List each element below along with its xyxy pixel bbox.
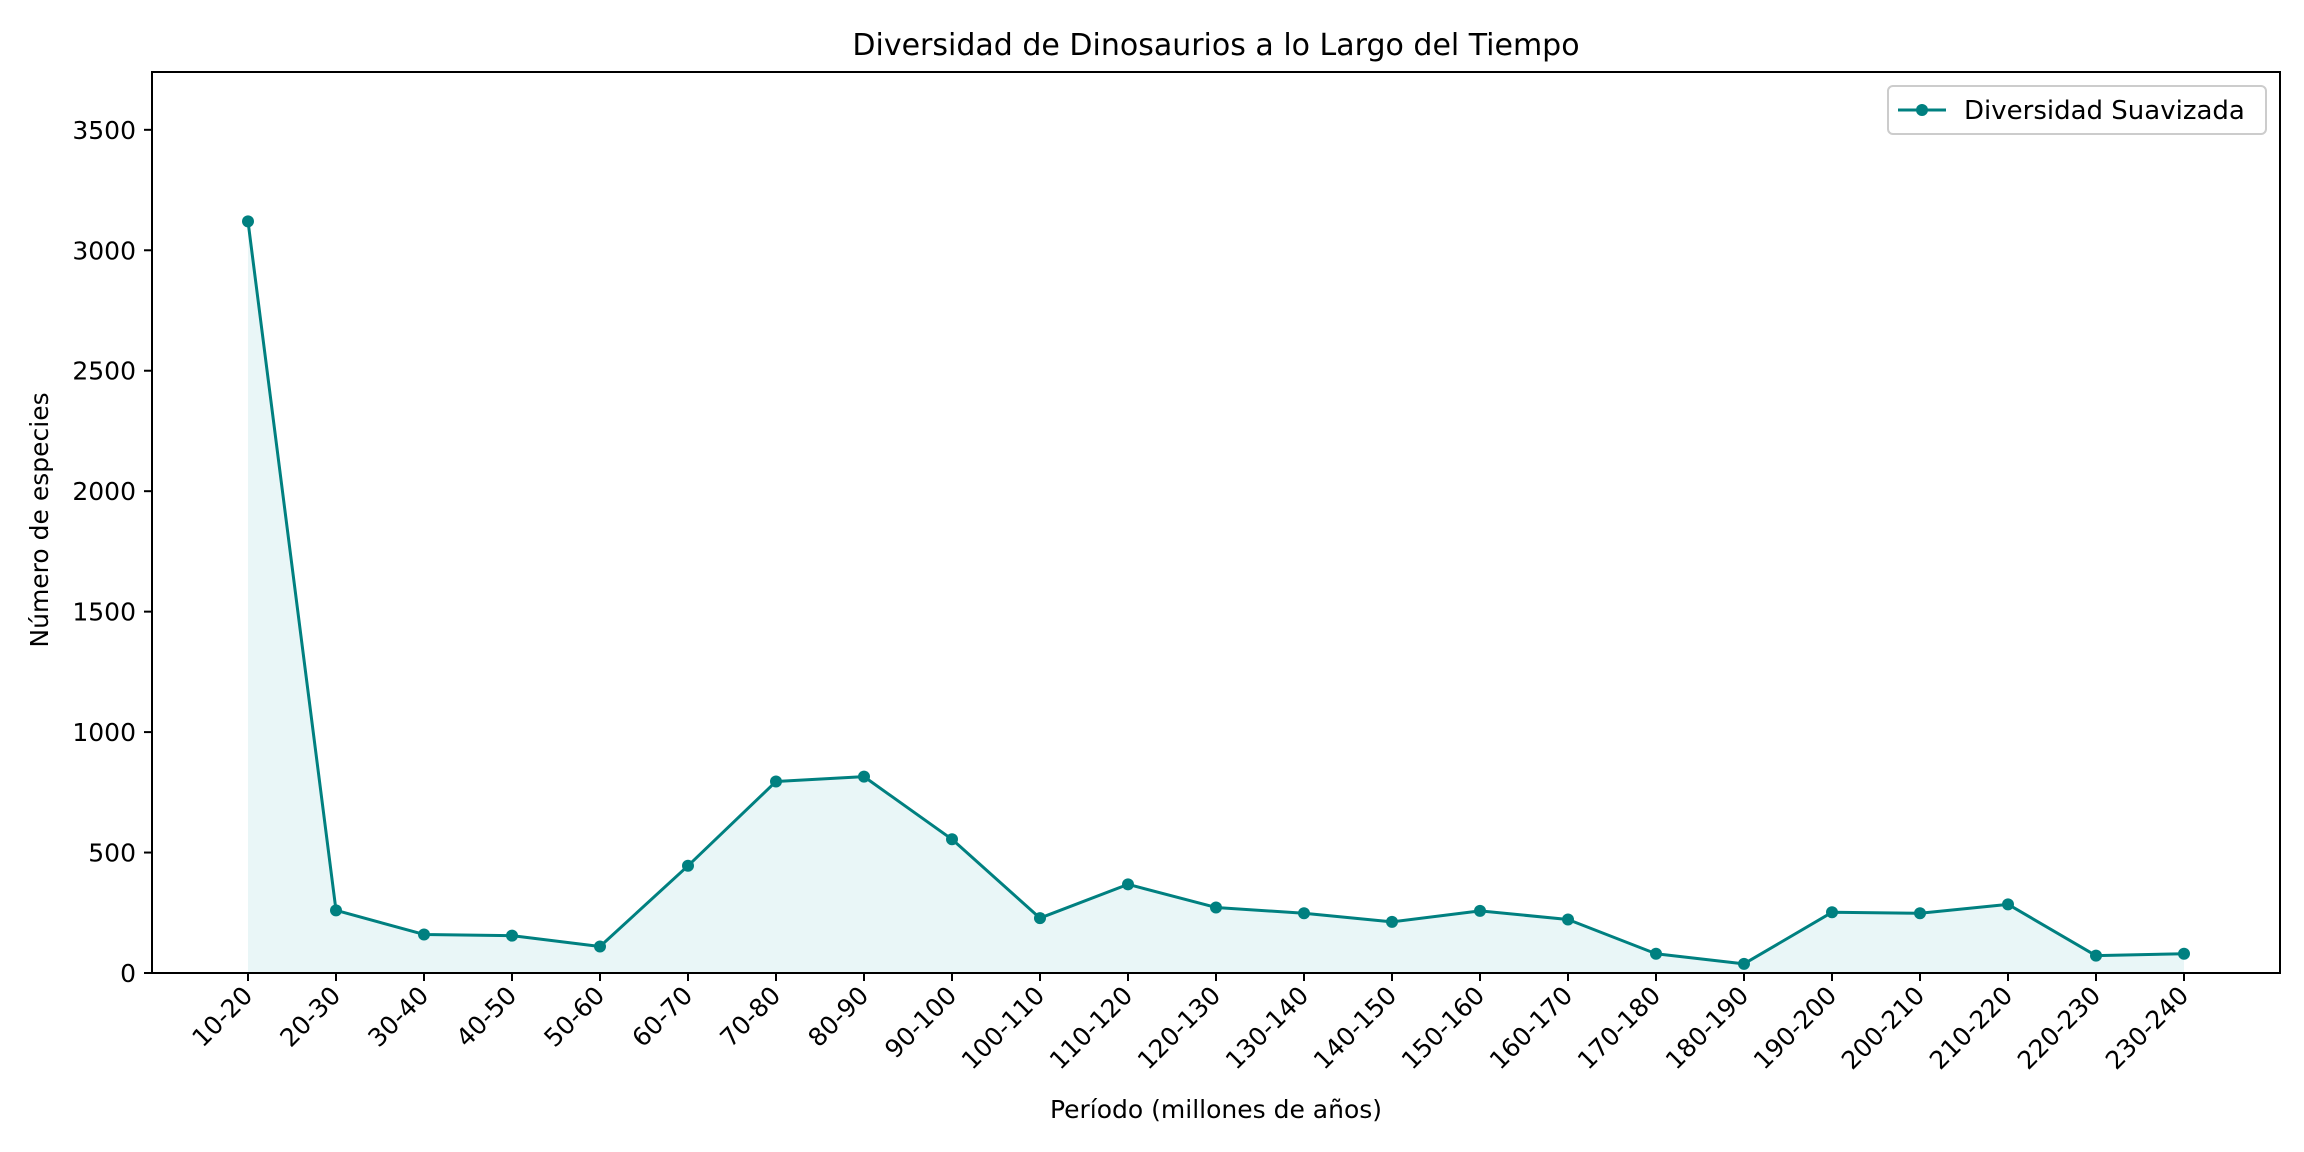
data-point-160-170 (1562, 913, 1574, 926)
x-tick-label: 110-120 (1044, 981, 1138, 1075)
data-point-230-240 (2178, 947, 2190, 960)
x-tick-label: 40-50 (450, 981, 522, 1053)
x-tick-label: 140-150 (1308, 981, 1402, 1075)
data-point-140-150 (1386, 915, 1398, 928)
data-point-150-160 (1474, 904, 1486, 917)
data-point-20-30 (330, 904, 342, 917)
data-point-40-50 (506, 929, 518, 942)
data-point-190-200 (1826, 906, 1838, 919)
data-point-90-100 (946, 833, 958, 846)
data-point-100-110 (1034, 912, 1046, 925)
x-tick-label: 160-170 (1484, 981, 1578, 1075)
x-tick-label: 180-190 (1660, 981, 1754, 1075)
x-tick-label: 150-160 (1396, 981, 1490, 1075)
x-tick-label: 80-90 (802, 981, 874, 1053)
y-tick-label: 1500 (72, 598, 136, 627)
x-tick-label: 170-180 (1572, 981, 1666, 1075)
y-tick-label: 2500 (72, 357, 136, 386)
data-point-110-120 (1122, 878, 1134, 891)
y-axis-label: Número de especies (25, 392, 54, 647)
data-points (242, 215, 2190, 970)
x-tick-label: 50-60 (538, 981, 610, 1053)
x-tick-label: 60-70 (626, 981, 698, 1053)
x-tick-label: 210-220 (1924, 981, 2018, 1075)
chart-title: Diversidad de Dinosaurios a lo Largo del… (852, 28, 1579, 63)
y-axis: 0 500 1000 1500 2000 2500 3000 3500 (72, 116, 152, 988)
data-point-170-180 (1650, 947, 1662, 960)
legend-label: Diversidad Suavizada (1964, 96, 2245, 126)
x-tick-label: 200-210 (1836, 981, 1930, 1075)
x-tick-label: 190-200 (1748, 981, 1842, 1075)
data-point-10-20 (242, 215, 254, 228)
x-tick-label: 220-230 (2012, 981, 2106, 1075)
series-line (246, 221, 2185, 966)
legend-marker-swatch (1916, 104, 1928, 116)
data-point-60-70 (682, 859, 694, 872)
plot-frame (151, 71, 2281, 974)
data-point-30-40 (418, 928, 430, 941)
data-point-70-80 (770, 775, 782, 788)
x-tick-label: 10-20 (186, 981, 258, 1053)
legend-box (1887, 85, 2267, 135)
data-point-130-140 (1298, 907, 1310, 920)
y-tick-label: 0 (120, 959, 136, 988)
y-tick-label: 3000 (72, 236, 136, 265)
x-tick-label: 70-80 (714, 981, 786, 1053)
x-tick-label: 130-140 (1220, 981, 1314, 1075)
data-point-180-190 (1738, 957, 1750, 970)
x-tick-label: 100-110 (956, 981, 1050, 1075)
x-tick-label: 230-240 (2100, 981, 2194, 1075)
plot-area (151, 71, 2281, 974)
y-tick-label: 500 (88, 839, 136, 868)
data-point-120-130 (1210, 901, 1222, 914)
y-tick-label: 3500 (72, 116, 136, 145)
y-tick-label: 2000 (72, 477, 136, 506)
legend: Diversidad Suavizada (1887, 85, 2267, 135)
x-tick-label: 20-30 (274, 981, 346, 1053)
data-point-220-230 (2090, 949, 2102, 962)
data-point-80-90 (858, 770, 870, 783)
y-tick-label: 1000 (72, 718, 136, 747)
data-point-210-220 (2002, 898, 2014, 911)
data-point-50-60 (594, 940, 606, 953)
area-fill (248, 221, 2184, 973)
x-tick-label: 90-100 (879, 981, 962, 1064)
x-axis: 10-20 20-30 30-40 40-50 50-60 60-70 70-80 80-90… (186, 973, 2194, 1075)
x-tick-label: 30-40 (362, 981, 434, 1053)
x-axis-label: Período (millones de años) (1050, 1095, 1382, 1124)
x-tick-label: 120-130 (1132, 981, 1226, 1075)
data-point-200-210 (1914, 907, 1926, 920)
